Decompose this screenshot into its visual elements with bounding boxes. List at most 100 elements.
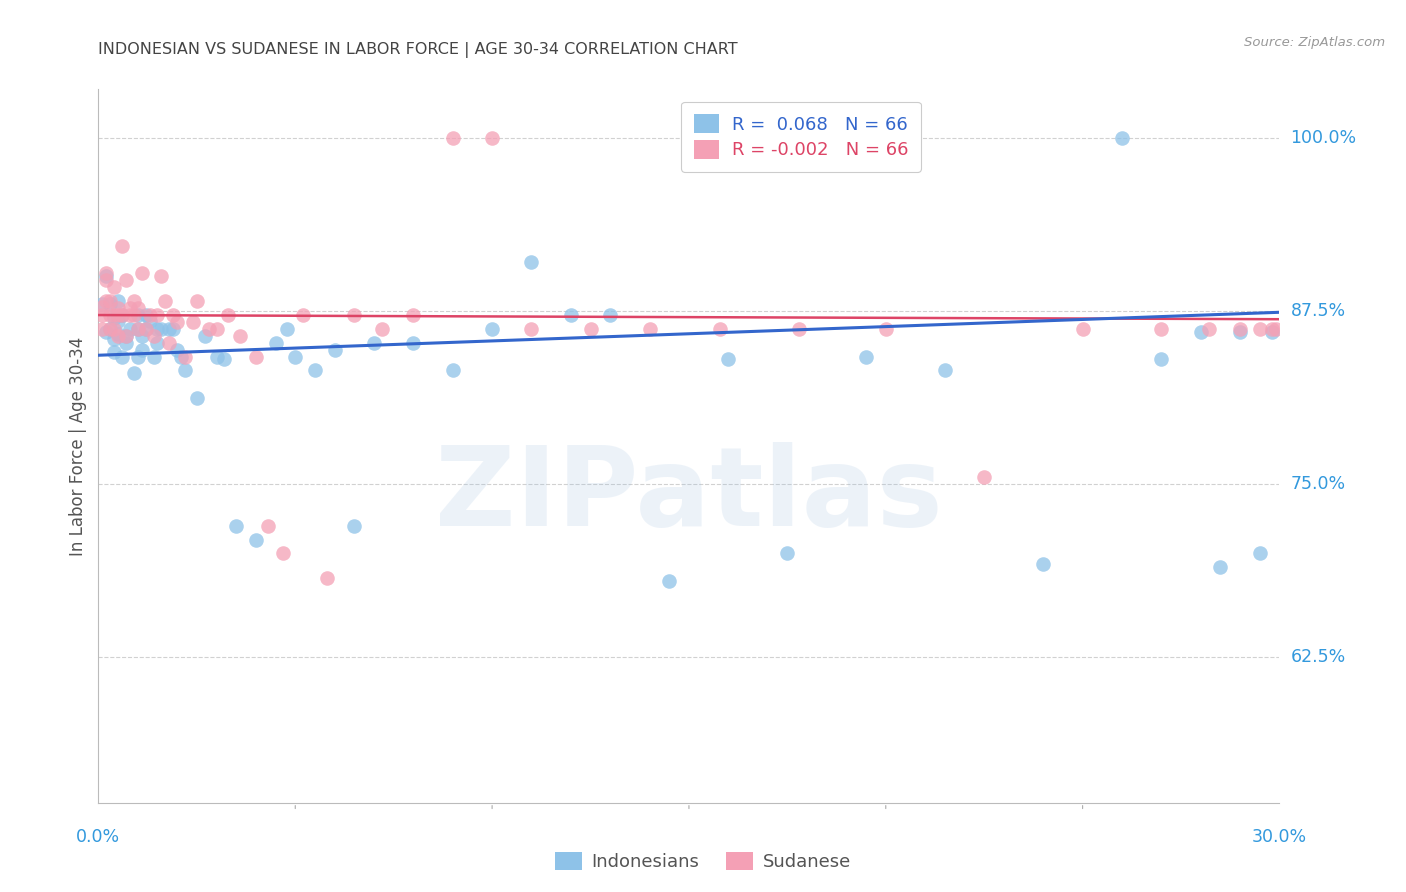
Point	[107, 301, 129, 315]
Point	[162, 308, 184, 322]
Legend: R =  0.068   N = 66, R = -0.002   N = 66: R = 0.068 N = 66, R = -0.002 N = 66	[682, 102, 921, 172]
Point	[343, 518, 366, 533]
Legend: Indonesians, Sudanese: Indonesians, Sudanese	[548, 846, 858, 879]
Point	[111, 308, 134, 322]
Point	[343, 308, 366, 322]
Point	[1071, 322, 1094, 336]
Point	[103, 332, 125, 346]
Point	[174, 363, 197, 377]
Point	[217, 308, 239, 322]
Point	[787, 322, 810, 336]
Point	[98, 322, 121, 336]
Text: 0.0%: 0.0%	[76, 828, 121, 846]
Point	[658, 574, 681, 588]
Point	[157, 335, 180, 350]
Point	[1249, 546, 1271, 560]
Point	[146, 335, 169, 350]
Point	[520, 255, 543, 269]
Point	[245, 350, 267, 364]
Point	[103, 310, 125, 325]
Point	[402, 335, 425, 350]
Point	[1189, 325, 1212, 339]
Point	[127, 322, 149, 336]
Point	[1229, 322, 1251, 336]
Point	[194, 329, 217, 343]
Point	[107, 308, 129, 322]
Text: 100.0%: 100.0%	[1291, 128, 1357, 146]
Point	[276, 322, 298, 336]
Point	[115, 335, 138, 350]
Point	[115, 329, 138, 343]
Point	[256, 518, 278, 533]
Point	[107, 294, 129, 309]
Point	[91, 300, 114, 314]
Point	[304, 363, 326, 377]
Point	[1198, 322, 1220, 336]
Point	[186, 294, 208, 309]
Point	[91, 308, 114, 322]
Point	[96, 294, 118, 309]
Point	[157, 322, 180, 336]
Point	[166, 315, 188, 329]
Point	[127, 301, 149, 315]
Point	[135, 322, 157, 336]
Point	[973, 470, 995, 484]
Point	[127, 308, 149, 322]
Point	[481, 322, 503, 336]
Point	[560, 308, 582, 322]
Point	[1150, 322, 1173, 336]
Point	[315, 571, 337, 585]
Point	[103, 280, 125, 294]
Point	[1264, 322, 1286, 336]
Point	[245, 533, 267, 547]
Point	[174, 350, 197, 364]
Point	[118, 322, 141, 336]
Point	[127, 350, 149, 364]
Point	[98, 308, 121, 322]
Point	[155, 294, 177, 309]
Point	[284, 350, 307, 364]
Point	[107, 313, 129, 327]
Point	[363, 335, 385, 350]
Point	[122, 294, 145, 309]
Point	[138, 308, 160, 322]
Point	[91, 322, 114, 336]
Point	[111, 239, 134, 253]
Point	[1260, 325, 1282, 339]
Point	[96, 267, 118, 281]
Point	[96, 325, 118, 339]
Point	[96, 273, 118, 287]
Point	[1111, 130, 1133, 145]
Point	[638, 322, 661, 336]
Text: 62.5%: 62.5%	[1291, 648, 1346, 666]
Point	[107, 329, 129, 343]
Point	[103, 322, 125, 336]
Point	[855, 350, 877, 364]
Point	[146, 308, 169, 322]
Point	[162, 322, 184, 336]
Point	[150, 269, 173, 284]
Point	[1249, 322, 1271, 336]
Point	[127, 322, 149, 336]
Text: 75.0%: 75.0%	[1291, 475, 1346, 493]
Point	[131, 267, 153, 281]
Point	[225, 518, 247, 533]
Point	[181, 315, 204, 329]
Point	[166, 343, 188, 357]
Point	[402, 308, 425, 322]
Point	[103, 345, 125, 359]
Point	[122, 366, 145, 380]
Point	[579, 322, 602, 336]
Point	[111, 308, 134, 322]
Point	[131, 343, 153, 357]
Point	[111, 350, 134, 364]
Point	[96, 269, 118, 284]
Point	[135, 308, 157, 322]
Point	[934, 363, 956, 377]
Point	[323, 343, 346, 357]
Point	[122, 308, 145, 322]
Point	[107, 327, 129, 342]
Point	[98, 294, 121, 309]
Point	[1229, 325, 1251, 339]
Text: ZIPatlas: ZIPatlas	[434, 442, 943, 549]
